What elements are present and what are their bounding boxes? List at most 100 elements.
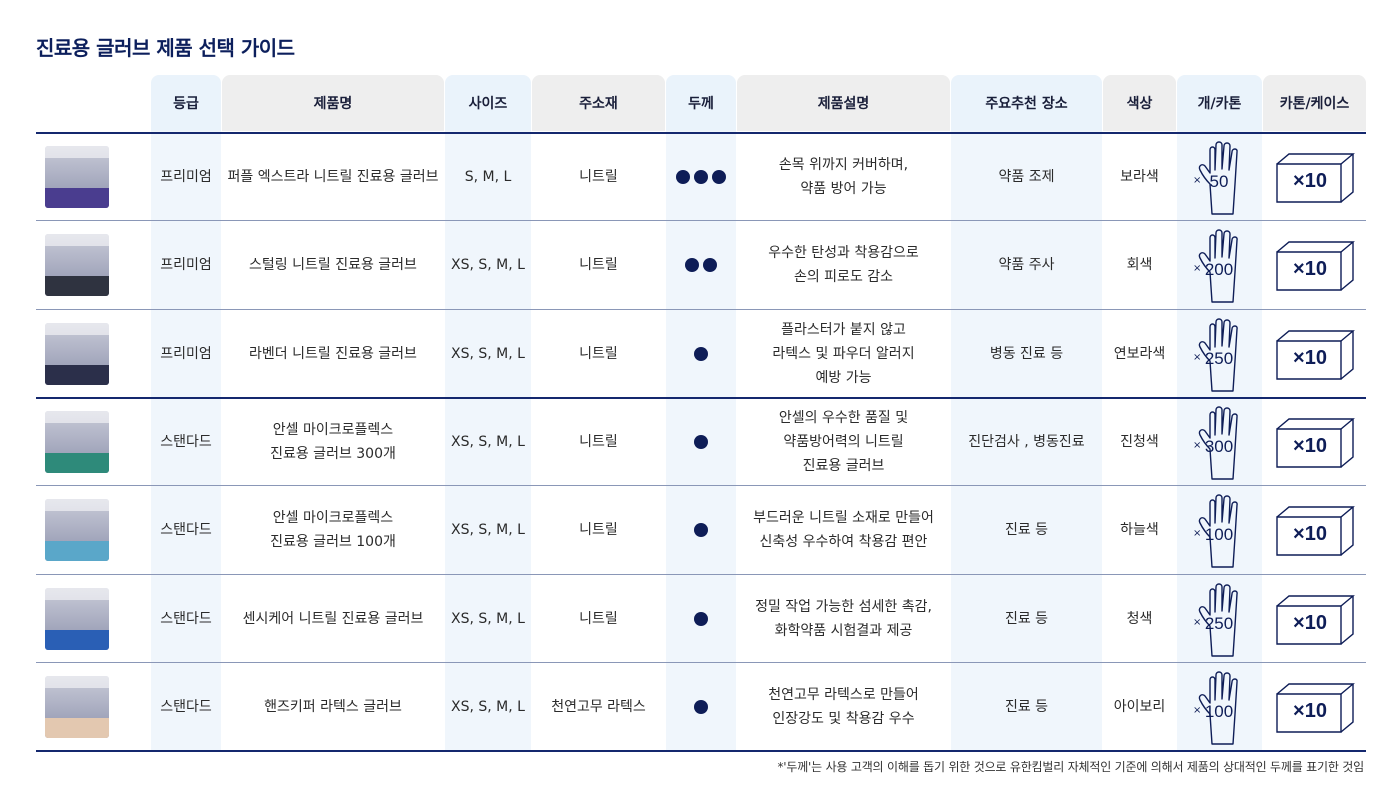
footnote: *'두께'는 사용 고객의 이해를 돕기 위한 것으로 유한킴벌리 자체적인 기…	[777, 760, 1364, 774]
thickness-dot	[694, 699, 708, 714]
location-cell: 진단검사 , 병동진료	[951, 398, 1102, 486]
count-per-carton: 50	[1209, 172, 1229, 191]
description-line: 신축성 우수하여 착용감 편안	[759, 534, 928, 551]
color-cell: 아이보리	[1103, 663, 1176, 751]
header-per-carton: 개/카톤	[1177, 75, 1262, 131]
material-cell: 니트릴	[532, 575, 665, 663]
row-divider	[36, 396, 1366, 399]
size-text: XS, S, M, L	[451, 698, 525, 715]
description-cell: 안셀의 우수한 품질 및 약품방어력의 니트릴 진료용 글러브	[737, 398, 950, 486]
header-location: 주요추천 장소	[951, 75, 1102, 131]
header-thickness: 두께	[666, 75, 736, 131]
material-cell: 니트릴	[532, 133, 665, 221]
description-line: 손의 피로도 감소	[793, 269, 894, 286]
description-line: 약품방어력의 니트릴	[783, 434, 904, 451]
size-cell: XS, S, M, L	[445, 221, 531, 309]
material-cell: 니트릴	[532, 310, 665, 398]
count-per-carton: 100	[1204, 525, 1234, 545]
grade-cell: 스탠다드	[151, 575, 221, 663]
count-prefix: ×	[1193, 351, 1202, 363]
count-per-carton: 300	[1204, 436, 1234, 456]
size-cell: XS, S, M, L	[445, 486, 531, 574]
row-divider	[36, 750, 1366, 753]
color-text: 회색	[1126, 257, 1153, 274]
product-name-line: 퍼플 엑스트라 니트릴 진료용 글러브	[227, 169, 439, 186]
location-cell: 진료 등	[951, 575, 1102, 663]
carton-box-icon	[1275, 152, 1355, 204]
header-description: 제품설명	[737, 75, 950, 131]
grade-column-bg	[151, 131, 221, 751]
thickness-cell	[666, 133, 736, 221]
grade-text: 스탠다드	[160, 522, 212, 539]
grade-text: 프리미엄	[160, 345, 212, 362]
grade-text: 프리미엄	[160, 257, 212, 274]
product-name-line: 안셀 마이크로플렉스	[272, 510, 394, 527]
color-text: 아이보리	[1113, 698, 1166, 715]
color-cell: 진청색	[1103, 398, 1176, 486]
size-text: XS, S, M, L	[451, 610, 525, 627]
carton-box-icon	[1275, 682, 1355, 734]
glove-icon	[1196, 493, 1252, 569]
carton-box-icon	[1275, 505, 1355, 557]
row-divider	[36, 661, 1366, 663]
product-name-line: 안셀 마이크로플렉스	[272, 422, 394, 439]
glove-icon	[1196, 228, 1252, 304]
product-name-line: 스털링 니트릴 진료용 글러브	[249, 257, 417, 274]
material-text: 니트릴	[579, 610, 618, 627]
thickness-dot	[694, 523, 708, 538]
count-prefix: ×	[1193, 616, 1202, 628]
count-per-carton: 250	[1204, 348, 1234, 368]
glove-box-image	[45, 146, 109, 208]
location-cell: 진료 등	[951, 486, 1102, 574]
material-text: 니트릴	[579, 257, 618, 274]
cartons-per-case: ×10	[1293, 434, 1327, 457]
header-size: 사이즈	[445, 75, 531, 131]
product-name-cell: 안셀 마이크로플렉스 진료용 글러브 100개	[222, 486, 444, 574]
size-text: XS, S, M, L	[451, 345, 525, 362]
color-text: 보라색	[1120, 169, 1159, 186]
glove-icon	[1196, 582, 1252, 658]
product-name-cell: 센시케어 니트릴 진료용 글러브	[222, 575, 444, 663]
grade-cell: 스탠다드	[151, 398, 221, 486]
row-divider	[36, 308, 1366, 310]
thickness-cell	[666, 486, 736, 574]
cartons-per-case: ×10	[1293, 699, 1327, 722]
description-line: 화학약품 시험결과 제공	[774, 622, 913, 639]
size-column-bg	[445, 131, 531, 751]
count-per-carton: 100	[1204, 701, 1234, 721]
count-prefix: ×	[1193, 175, 1202, 186]
count-prefix: ×	[1193, 528, 1202, 540]
thickness-cell	[666, 310, 736, 398]
product-name-cell: 핸즈키퍼 라텍스 글러브	[222, 663, 444, 751]
material-cell: 니트릴	[532, 221, 665, 309]
description-cell: 손목 위까지 커버하며, 약품 방어 가능	[737, 133, 950, 221]
header-material: 주소재	[532, 75, 665, 131]
description-cell: 플라스터가 붙지 않고 라텍스 및 파우더 알러지 예방 가능	[737, 310, 950, 398]
carton-box-icon	[1275, 240, 1355, 292]
location-text: 진료 등	[1004, 698, 1049, 715]
description-line: 라텍스 및 파우더 알러지	[772, 345, 915, 362]
color-cell: 보라색	[1103, 133, 1176, 221]
glove-icon	[1196, 317, 1252, 393]
location-text: 진료 등	[1004, 522, 1049, 539]
size-cell: XS, S, M, L	[445, 575, 531, 663]
size-cell: XS, S, M, L	[445, 310, 531, 398]
per-carton-column-bg	[1177, 131, 1262, 751]
size-cell: XS, S, M, L	[445, 663, 531, 751]
carton-box-icon	[1275, 594, 1355, 646]
material-text: 니트릴	[579, 345, 618, 362]
material-text: 니트릴	[579, 522, 618, 539]
grade-cell: 프리미엄	[151, 221, 221, 309]
material-text: 니트릴	[579, 434, 618, 451]
thickness-cell	[666, 663, 736, 751]
material-cell: 천연고무 라텍스	[532, 663, 665, 751]
table-top-rule	[36, 132, 1366, 134]
product-name-line: 진료용 글러브 300개	[270, 446, 396, 463]
location-cell: 약품 주사	[951, 221, 1102, 309]
description-line: 손목 위까지 커버하며,	[778, 157, 909, 174]
count-per-carton: 250	[1204, 613, 1234, 633]
glove-box-image	[45, 234, 109, 297]
material-cell: 니트릴	[532, 398, 665, 486]
size-cell: XS, S, M, L	[445, 398, 531, 486]
